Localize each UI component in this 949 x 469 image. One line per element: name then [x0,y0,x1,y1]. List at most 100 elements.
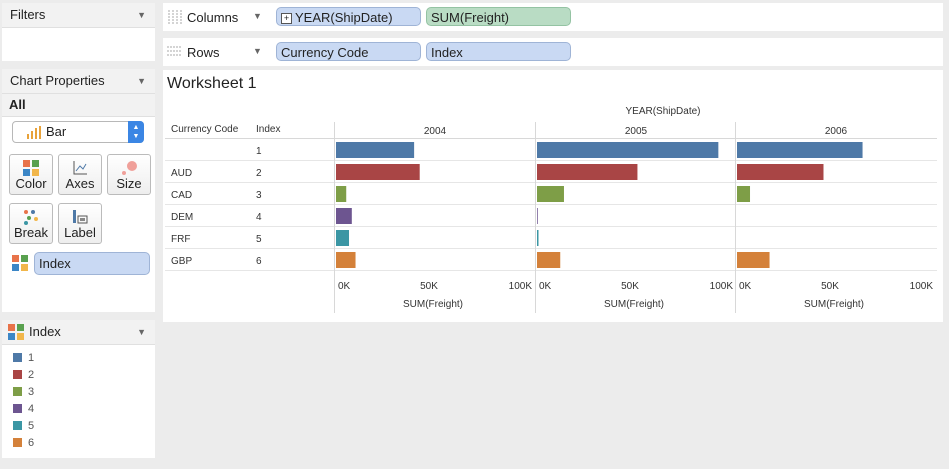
legend-item[interactable]: 2 [13,369,34,381]
index-pill[interactable]: Index [426,42,571,61]
label-icon [73,210,88,224]
legend-item-label: 4 [28,403,35,415]
year-shipdate-pill[interactable]: + YEAR(ShipDate) [276,7,421,26]
bar [737,142,863,158]
index-pill-label: Index [431,45,463,60]
legend-item-label: 6 [28,437,35,449]
bar [737,186,751,202]
bar [537,208,538,224]
row-label-index: 5 [256,234,262,245]
bar [737,164,824,180]
bar [336,164,420,180]
bar [737,252,770,268]
chart-properties-menu-arrow-icon[interactable]: ▼ [137,76,146,86]
row-label-index: 6 [256,256,262,267]
color-field-pill-label: Index [39,256,71,271]
chart-properties-header[interactable]: Chart Properties ▼ [2,69,155,94]
tab-all[interactable]: All [2,94,155,117]
row-label-index: 3 [256,190,262,201]
legend-swatch [13,421,22,430]
legend-menu-arrow-icon[interactable]: ▼ [137,327,146,337]
color-button-label: Color [15,176,47,191]
row-label-currency: FRF [171,234,190,245]
axes-icon [73,161,87,175]
color-field-pill[interactable]: Index [34,252,150,275]
rows-label: Rows [187,45,220,60]
tick-label: 50K [621,281,639,292]
tick-label: 100K [710,281,734,292]
break-button[interactable]: Break [9,203,53,244]
tick-label: 100K [509,281,533,292]
year-shipdate-pill-label: YEAR(ShipDate) [295,10,393,25]
row-label-currency: DEM [171,212,193,223]
color-field-icon [12,255,28,271]
year-header: 2005 [625,126,648,137]
break-button-label: Break [14,225,48,240]
tick-label: 0K [539,281,552,292]
label-button[interactable]: Label [58,203,102,244]
select-stepper-icon: ▲ ▼ [128,121,144,143]
row-label-currency: AUD [171,168,192,179]
bar [336,252,356,268]
bar [336,142,415,158]
legend-item-label: 3 [28,386,35,398]
legend-item-label: 1 [28,352,35,364]
sum-freight-pill[interactable]: SUM(Freight) [426,7,571,26]
size-button-label: Size [116,176,142,191]
tick-label: 0K [338,281,351,292]
bar [336,230,350,246]
x-axis-label: SUM(Freight) [804,299,864,310]
bar [537,164,638,180]
legend-header[interactable]: Index ▼ [2,320,155,345]
legend-item[interactable]: 1 [13,352,34,364]
bar [336,186,347,202]
size-icon [122,161,137,175]
row-label-index: 2 [256,168,262,179]
bar [537,252,561,268]
row-label-currency: GBP [171,256,192,267]
color-button[interactable]: Color [9,154,53,195]
bar [537,142,719,158]
filters-header[interactable]: Filters ▼ [2,3,155,28]
column-header-label: YEAR(ShipDate) [625,106,700,117]
row-label-index: 4 [256,212,262,223]
legend-item-label: 2 [28,369,35,381]
legend-item-label: 5 [28,420,35,432]
chart-properties-panel: Chart Properties ▼ All Bar ▲ ▼ Color Axes [2,69,155,312]
axes-button[interactable]: Axes [58,154,102,195]
row-label-currency: CAD [171,190,192,201]
legend-item[interactable]: 6 [13,437,34,449]
axes-button-label: Axes [65,176,95,191]
row-label-index: 1 [256,146,262,157]
bar [537,186,564,202]
legend-item[interactable]: 4 [13,403,34,415]
row-header-index: Index [256,124,280,135]
legend-item[interactable]: 5 [13,420,34,432]
color-icon [23,160,39,176]
legend-swatch [13,438,22,447]
size-button[interactable]: Size [107,154,151,195]
mark-type-select[interactable]: Bar ▲ ▼ [12,121,144,143]
legend-swatch [13,404,22,413]
mark-type-value: Bar [46,124,67,139]
sum-freight-pill-label: SUM(Freight) [431,10,510,25]
year-header: 2006 [825,126,848,137]
index-legend-panel: Index ▼ 1 2 3 4 5 6 [2,320,155,458]
filters-panel: Filters ▼ [2,3,155,61]
chart-properties-title: Chart Properties [10,73,105,88]
columns-menu-arrow-icon[interactable]: ▼ [253,11,262,21]
legend-item[interactable]: 3 [13,386,34,398]
filters-menu-arrow-icon[interactable]: ▼ [137,10,146,20]
rows-menu-arrow-icon[interactable]: ▼ [253,46,262,56]
bar-chart-icon [27,126,41,139]
year-header: 2004 [424,126,447,137]
bar-chart: YEAR(ShipDate) Currency Code Index 1 AUD 2 CAD… [165,106,937,313]
legend-swatch [13,387,22,396]
rows-grip-icon [167,46,181,56]
expand-icon[interactable]: + [281,13,292,24]
legend-title: Index [29,324,61,339]
legend-swatch [13,353,22,362]
bar [336,208,352,224]
rows-shelf: Rows ▼ Currency Code Index [163,38,943,66]
currency-code-pill[interactable]: Currency Code [276,42,421,61]
